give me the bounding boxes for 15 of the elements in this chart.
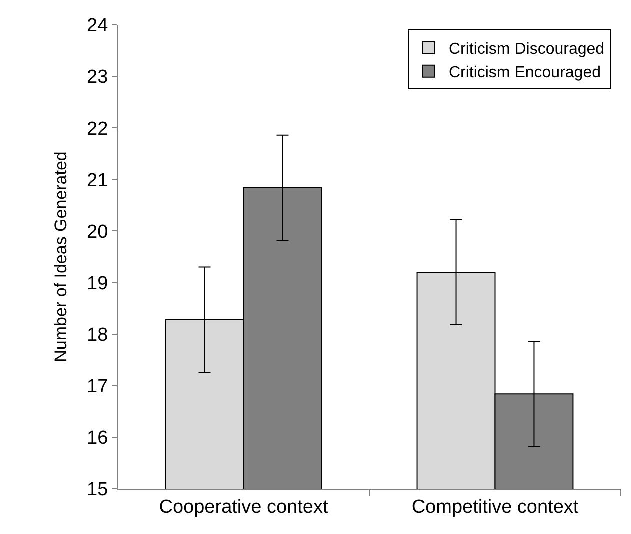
legend-label: Criticism Discouraged <box>448 40 605 58</box>
x-tick-label: Cooperative context <box>159 496 329 518</box>
y-tick-label: 15 <box>87 480 108 501</box>
x-tick-label: Competitive context <box>412 496 580 518</box>
y-tick-label: 24 <box>87 16 109 37</box>
y-axis-title: Number of Ideas Generated <box>52 152 71 362</box>
y-tick-label: 23 <box>87 67 108 88</box>
y-tick-label: 16 <box>87 428 108 450</box>
y-tick-label: 21 <box>87 170 108 192</box>
y-tick-label: 19 <box>87 273 108 294</box>
y-tick-label: 22 <box>87 118 108 140</box>
y-tick-label: 17 <box>87 376 108 398</box>
y-tick-label: 18 <box>87 324 108 346</box>
legend-label: Criticism Encouraged <box>448 64 602 82</box>
y-tick-label: 20 <box>87 222 108 243</box>
